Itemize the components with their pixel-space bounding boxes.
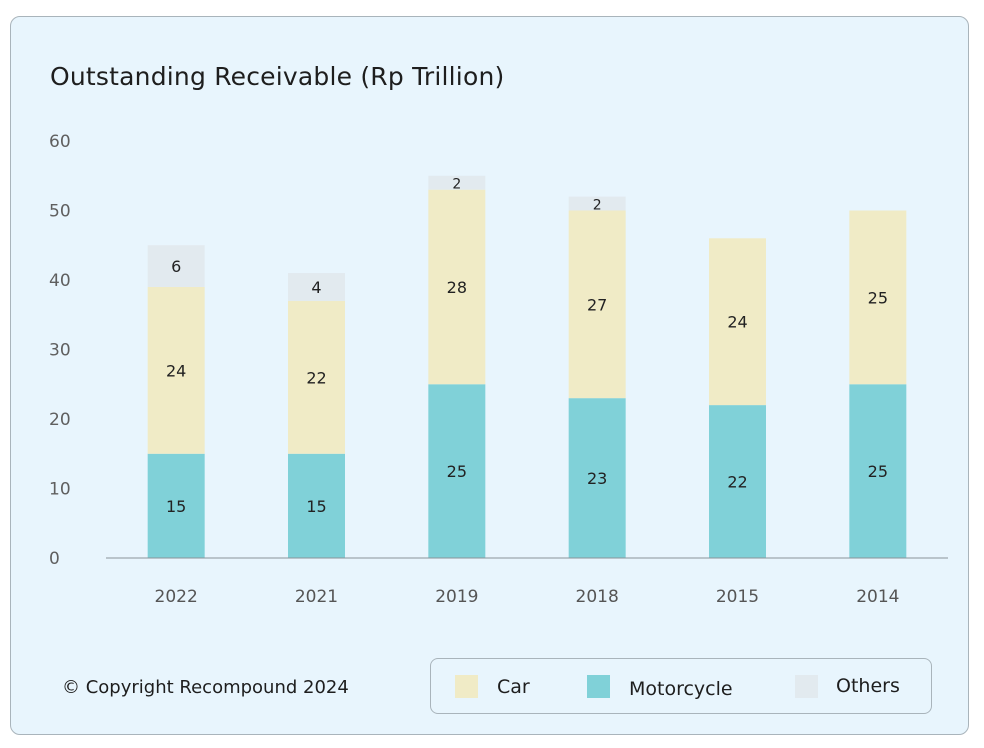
data-label: 15 [166, 497, 186, 516]
bar-motorcycle [428, 384, 486, 558]
x-tick-label: 2014 [856, 587, 899, 607]
legend-swatch-car [455, 675, 478, 698]
y-tick-label: 0 [49, 549, 60, 569]
data-label: 25 [868, 462, 888, 481]
data-label: 27 [587, 295, 607, 314]
bar-motorcycle [568, 398, 626, 558]
x-tick-label: 2021 [295, 587, 338, 607]
data-label: 24 [727, 313, 747, 332]
legend-label-others: Others [836, 675, 900, 697]
data-label: 24 [166, 361, 186, 380]
data-label: 25 [447, 462, 467, 481]
data-label: 2 [593, 198, 602, 214]
bar-others [288, 273, 345, 301]
bar-car [568, 210, 626, 399]
data-label: 6 [171, 257, 181, 276]
y-tick-label: 10 [49, 480, 71, 500]
y-tick-label: 60 [49, 132, 71, 152]
copyright-text: © Copyright Recompound 2024 [62, 677, 349, 698]
chart-title: Outstanding Receivable (Rp Trillion) [50, 62, 505, 91]
legend-label-car: Car [497, 676, 530, 698]
bar-car [147, 286, 205, 454]
chart-legend: Car Motorcycle Others [430, 658, 932, 714]
legend-swatch-others [795, 675, 818, 698]
data-label: 28 [447, 278, 467, 297]
bar-motorcycle [288, 453, 345, 558]
bar-motorcycle [709, 405, 766, 558]
y-tick-label: 30 [49, 341, 71, 361]
legend-label-motorcycle: Motorcycle [629, 678, 733, 700]
x-tick-label: 2015 [716, 587, 759, 607]
data-label: 22 [727, 473, 747, 492]
x-tick-label: 2019 [435, 587, 478, 607]
bar-car [428, 189, 486, 385]
bar-motorcycle [147, 453, 205, 558]
bar-car [849, 210, 907, 385]
data-label: 23 [587, 469, 607, 488]
bar-others [428, 175, 486, 190]
x-tick-label: 2022 [155, 587, 198, 607]
bar-motorcycle [849, 384, 907, 558]
bar-others [568, 196, 626, 211]
y-tick-label: 40 [49, 271, 71, 291]
data-label: 25 [868, 288, 888, 307]
bar-car [709, 238, 766, 406]
y-tick-label: 20 [49, 410, 71, 430]
data-label: 2 [452, 177, 461, 193]
data-label: 15 [306, 497, 326, 516]
x-tick-label: 2018 [576, 587, 619, 607]
data-label: 22 [306, 368, 326, 387]
data-label: 4 [311, 278, 321, 297]
bar-others [147, 245, 205, 287]
bar-car [288, 300, 345, 454]
legend-swatch-motorcycle [587, 675, 610, 698]
y-tick-label: 50 [49, 202, 71, 222]
